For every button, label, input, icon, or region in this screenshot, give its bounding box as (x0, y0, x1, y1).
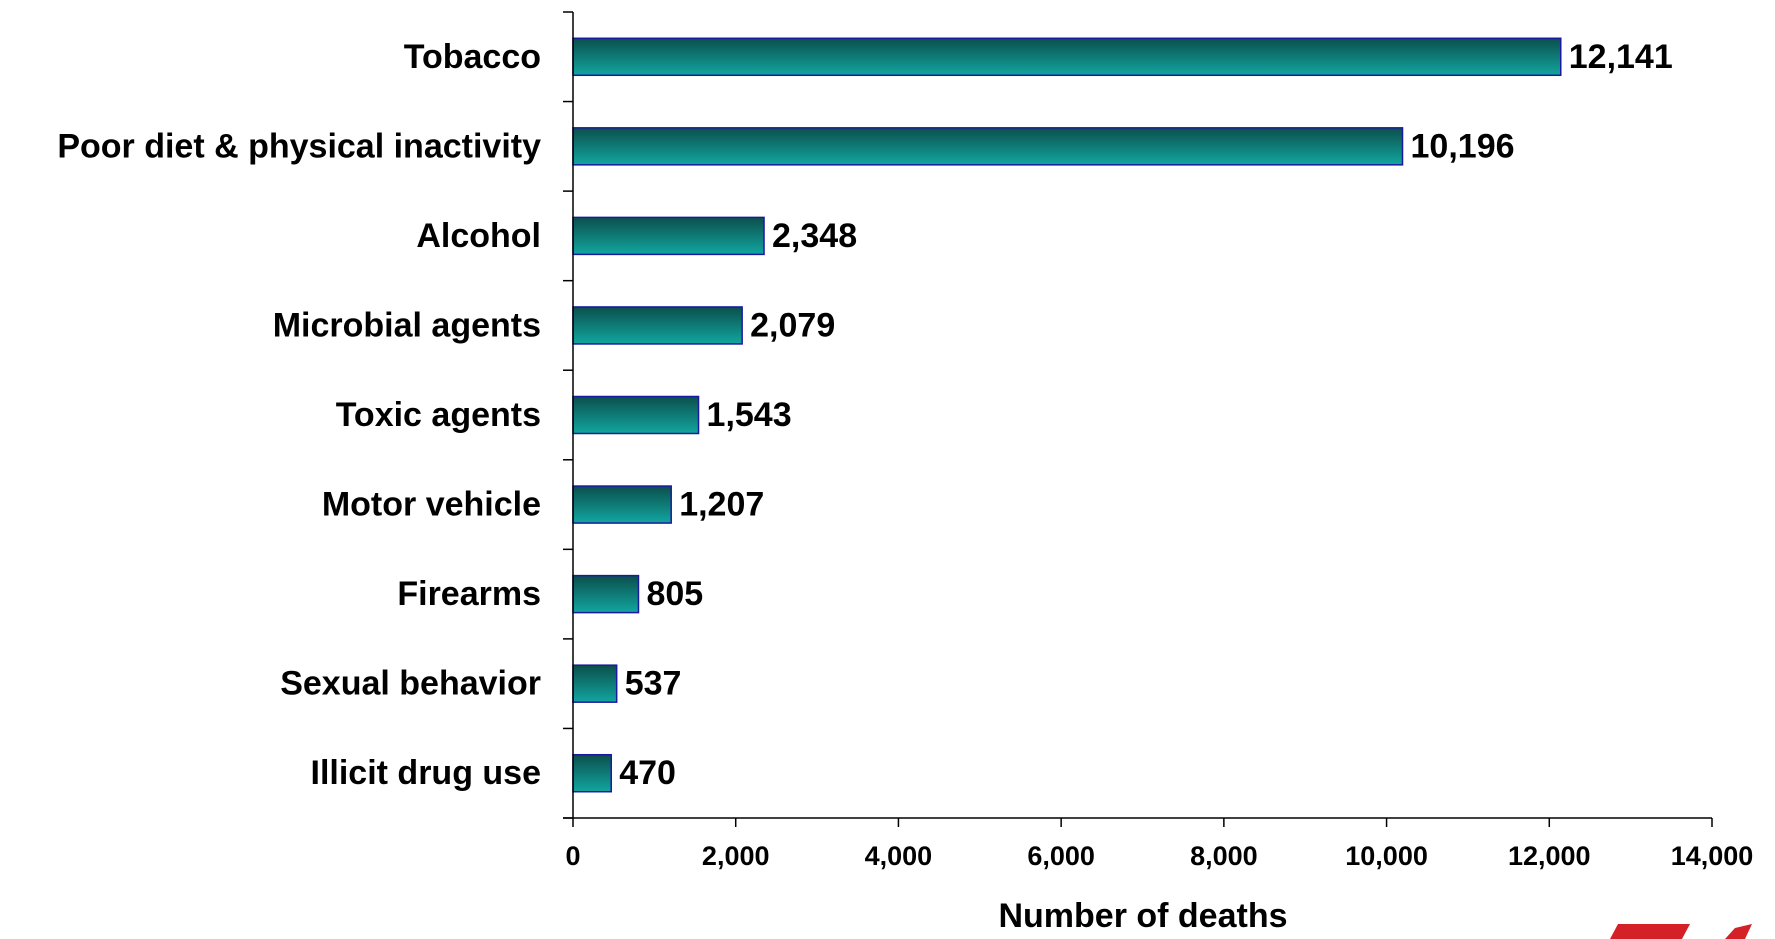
category-label: Motor vehicle (322, 486, 541, 524)
category-label: Microbial agents (273, 306, 541, 344)
category-label: Poor diet & physical inactivity (57, 127, 541, 165)
data-label: 805 (646, 575, 703, 613)
x-tick-label: 12,000 (1508, 841, 1591, 871)
bar (572, 574, 640, 614)
category-label: Illicit drug use (311, 754, 541, 792)
bar (572, 37, 1562, 77)
x-axis-title: Number of deaths (998, 897, 1287, 935)
data-label: 537 (625, 665, 682, 703)
bar (572, 753, 612, 793)
bar (572, 485, 672, 524)
x-tick-label: 8,000 (1190, 841, 1258, 871)
logo-fragment (1610, 924, 1752, 939)
data-label: 12,141 (1569, 38, 1673, 76)
data-label: 10,196 (1411, 127, 1515, 165)
category-label: Alcohol (416, 217, 541, 255)
x-tick-label: 6,000 (1027, 841, 1095, 871)
data-label: 470 (619, 754, 676, 792)
x-tick-label: 10,000 (1345, 841, 1428, 871)
data-label: 1,543 (707, 396, 792, 434)
x-tick-label: 0 (565, 841, 580, 871)
bar (572, 306, 743, 345)
x-tick-label: 2,000 (702, 841, 770, 871)
x-tick-label: 4,000 (865, 841, 933, 871)
bar (572, 395, 700, 435)
x-tick-label: 14,000 (1671, 841, 1754, 871)
category-label: Tobacco (404, 38, 541, 76)
bar (572, 216, 765, 256)
category-label: Sexual behavior (280, 665, 541, 703)
bar (572, 664, 618, 703)
data-label: 2,079 (750, 306, 835, 344)
bar (572, 127, 1404, 166)
data-label: 1,207 (679, 486, 764, 524)
data-label: 2,348 (772, 217, 857, 255)
category-label: Firearms (397, 575, 541, 613)
category-label: Toxic agents (336, 396, 541, 434)
